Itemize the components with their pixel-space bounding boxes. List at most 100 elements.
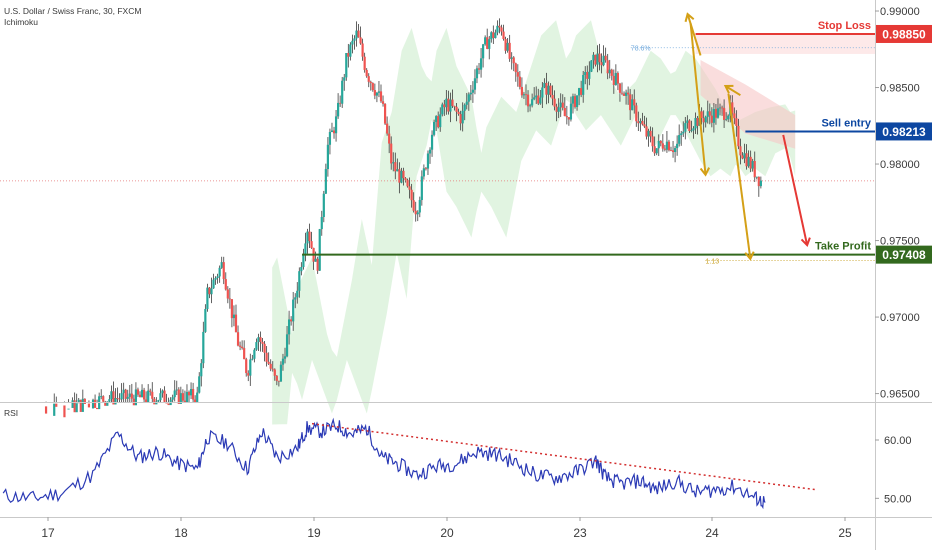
candle-body xyxy=(418,200,421,213)
candle-body xyxy=(510,57,513,59)
candle-body xyxy=(353,38,356,41)
candle-body xyxy=(369,81,372,84)
candle-body xyxy=(375,92,379,96)
candle-body xyxy=(67,408,70,410)
candle-body xyxy=(631,99,634,111)
candle-body xyxy=(622,93,626,96)
candle-body xyxy=(114,398,117,405)
candle-body xyxy=(355,30,358,39)
candle-body xyxy=(665,141,669,150)
candle-body xyxy=(753,161,756,178)
candle-body xyxy=(441,104,444,115)
candle-body xyxy=(167,403,170,406)
candle-body xyxy=(614,73,617,85)
candle-body xyxy=(194,399,197,404)
candle-body xyxy=(682,131,685,134)
candle-body xyxy=(126,396,129,399)
candle-body xyxy=(416,212,419,215)
candle-body xyxy=(435,116,438,122)
candle-body xyxy=(377,91,381,93)
candle-body xyxy=(706,111,709,117)
candle-body xyxy=(569,103,573,120)
candle-body xyxy=(549,85,552,95)
candle-body xyxy=(635,105,638,122)
candle-body xyxy=(234,314,238,333)
candle-body xyxy=(504,39,507,51)
candle-body xyxy=(136,389,140,395)
candle-body xyxy=(361,43,364,57)
candle-body xyxy=(390,143,393,164)
indicator-name: Ichimoku xyxy=(4,17,39,27)
candle-body xyxy=(108,399,111,402)
candle-body xyxy=(606,60,609,74)
candle-body xyxy=(251,358,254,360)
gold-arrow-down-1 xyxy=(689,23,707,175)
candle-body xyxy=(420,176,423,201)
candle-body xyxy=(347,53,350,57)
candle-body xyxy=(733,113,736,119)
candle-body xyxy=(302,254,305,268)
candle-body xyxy=(473,78,477,90)
candle-body xyxy=(586,71,589,79)
candle-body xyxy=(330,130,334,132)
candle-body xyxy=(324,169,327,194)
time-tick-label: 20 xyxy=(440,526,454,540)
candle-body xyxy=(565,116,568,118)
candle-body xyxy=(245,359,248,374)
candle-body xyxy=(185,391,189,403)
gold-arrow-down-2-head xyxy=(744,251,755,261)
red-projection-arrow-head xyxy=(800,237,811,247)
candle-body xyxy=(667,141,671,151)
candle-body xyxy=(159,393,162,401)
candle-body xyxy=(396,169,399,172)
time-tick-label: 25 xyxy=(838,526,852,540)
candle-body xyxy=(145,399,148,403)
candle-body xyxy=(508,42,511,59)
candle-body xyxy=(277,380,280,382)
candle-body xyxy=(484,37,487,45)
candle-body xyxy=(543,82,546,88)
candle-body xyxy=(204,309,207,332)
candle-body xyxy=(678,135,681,144)
candle-body xyxy=(122,389,125,394)
candle-body xyxy=(314,258,317,262)
candle-body xyxy=(253,349,256,359)
time-tick-label: 18 xyxy=(174,526,188,540)
candle-body xyxy=(598,53,601,63)
candle-body xyxy=(83,398,86,404)
candle-body xyxy=(218,267,221,277)
candle-body xyxy=(326,144,329,170)
candle-body xyxy=(404,178,407,181)
candle-body xyxy=(567,117,570,120)
price-tick-label: 0.96500 xyxy=(880,389,920,401)
candle-body xyxy=(526,94,530,107)
candle-body xyxy=(727,115,730,120)
candle-body xyxy=(633,99,636,106)
candle-body xyxy=(673,148,677,153)
candle-body xyxy=(627,92,630,95)
candle-body xyxy=(751,161,754,169)
stop-loss-label: Stop Loss xyxy=(818,20,871,32)
candle-body xyxy=(467,94,470,102)
candle-body xyxy=(386,123,389,134)
candle-body xyxy=(349,44,352,57)
candle-body xyxy=(496,25,499,33)
candle-body xyxy=(573,96,577,107)
candle-body xyxy=(432,121,436,135)
candle-body xyxy=(132,398,135,406)
candle-body xyxy=(102,396,105,402)
candle-body xyxy=(138,394,142,398)
candle-body xyxy=(492,32,495,39)
candle-body xyxy=(584,71,587,75)
candle-body xyxy=(512,57,515,64)
candle-body xyxy=(53,403,56,416)
candle-body xyxy=(424,168,428,170)
candle-body xyxy=(228,298,231,300)
candle-body xyxy=(163,390,166,402)
arrow-annotations xyxy=(684,12,811,261)
candle-body xyxy=(498,25,501,28)
candle-body xyxy=(357,30,360,38)
candle-body xyxy=(749,156,752,169)
